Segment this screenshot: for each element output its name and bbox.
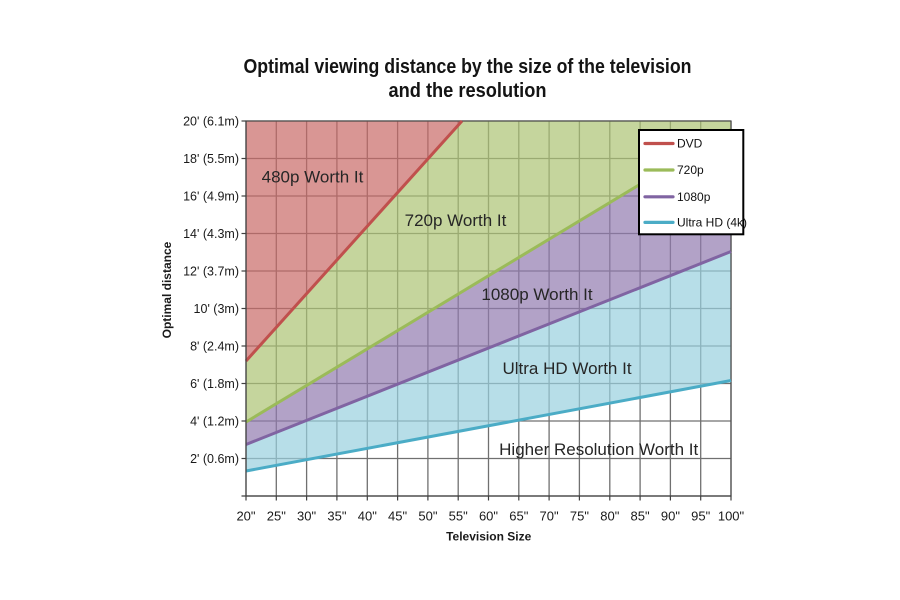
svg-text:18' (5.5m): 18' (5.5m) [183, 152, 239, 166]
svg-text:and the resolution: and the resolution [389, 80, 547, 102]
svg-text:20' (6.1m): 20' (6.1m) [183, 115, 239, 129]
svg-text:20": 20" [236, 509, 255, 524]
svg-text:Ultra HD Worth It: Ultra HD Worth It [502, 359, 631, 378]
svg-text:16' (4.9m): 16' (4.9m) [183, 190, 239, 204]
svg-text:Higher Resolution Worth It: Higher Resolution Worth It [499, 440, 698, 459]
svg-text:55": 55" [449, 509, 468, 524]
svg-text:100": 100" [718, 509, 745, 524]
svg-text:25": 25" [267, 509, 286, 524]
svg-text:50": 50" [418, 509, 437, 524]
svg-text:70": 70" [540, 509, 559, 524]
svg-text:85": 85" [631, 509, 650, 524]
svg-text:95": 95" [691, 509, 710, 524]
svg-text:30": 30" [297, 509, 316, 524]
svg-text:Optimal viewing distance by th: Optimal viewing distance by the size of … [244, 56, 692, 78]
svg-text:Optimal distance: Optimal distance [160, 241, 174, 338]
svg-text:90": 90" [661, 509, 680, 524]
svg-text:65": 65" [509, 509, 528, 524]
svg-text:80": 80" [600, 509, 619, 524]
svg-text:6' (1.8m): 6' (1.8m) [190, 377, 239, 391]
svg-text:DVD: DVD [677, 137, 703, 151]
svg-text:10' (3m): 10' (3m) [194, 302, 239, 316]
svg-text:1080p Worth It: 1080p Worth It [481, 285, 592, 304]
svg-text:60": 60" [479, 509, 498, 524]
svg-text:75": 75" [570, 509, 589, 524]
svg-text:Ultra HD (4k): Ultra HD (4k) [677, 215, 747, 229]
svg-text:Television Size: Television Size [446, 530, 531, 544]
svg-text:1080p: 1080p [677, 190, 711, 204]
svg-text:35": 35" [327, 509, 346, 524]
svg-text:480p Worth It: 480p Worth It [262, 168, 364, 187]
svg-text:2' (0.6m): 2' (0.6m) [190, 452, 239, 466]
svg-text:4' (1.2m): 4' (1.2m) [190, 415, 239, 429]
svg-text:720p Worth It: 720p Worth It [405, 211, 507, 230]
svg-text:720p: 720p [677, 163, 704, 177]
svg-text:45": 45" [388, 509, 407, 524]
svg-text:8' (2.4m): 8' (2.4m) [190, 340, 239, 354]
svg-text:12' (3.7m): 12' (3.7m) [183, 265, 239, 279]
svg-text:14' (4.3m): 14' (4.3m) [183, 227, 239, 241]
svg-text:40": 40" [358, 509, 377, 524]
